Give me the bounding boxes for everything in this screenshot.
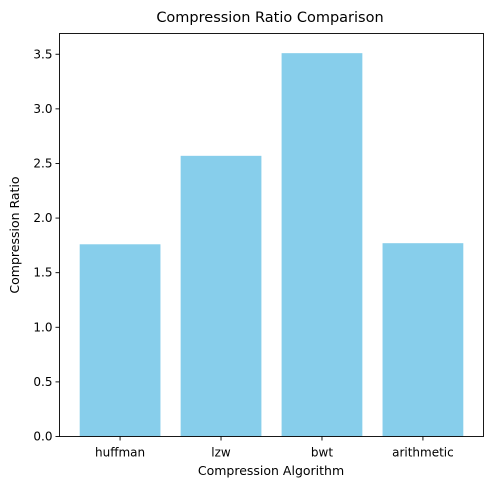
x-tick-label: bwt <box>311 446 333 460</box>
x-axis-label: Compression Algorithm <box>198 463 344 478</box>
plot-frame <box>59 33 484 437</box>
y-tick-label: 2.5 <box>33 156 52 170</box>
bar-bwt <box>281 53 363 437</box>
x-tick-label: huffman <box>95 446 145 460</box>
y-tick-label: 0.0 <box>33 430 52 444</box>
plot-area <box>79 53 464 437</box>
bar-arithmetic <box>382 243 464 437</box>
y-axis-ticks: 0.0 0.5 1.0 1.5 2.0 2.5 3.0 3.5 <box>33 47 60 444</box>
y-tick-label: 1.5 <box>33 266 52 280</box>
y-tick-label: 0.5 <box>33 375 52 389</box>
y-tick-label: 3.5 <box>33 47 52 61</box>
x-tick-label: arithmetic <box>392 446 454 460</box>
bar-lzw <box>180 155 262 437</box>
x-tick-label: lzw <box>211 446 231 460</box>
y-axis-label: Compression Ratio <box>7 176 22 293</box>
bar-huffman <box>79 244 161 437</box>
y-tick-label: 3.0 <box>33 102 52 116</box>
y-tick-label: 2.0 <box>33 211 52 225</box>
x-axis-ticks: huffman lzw bwt arithmetic <box>95 436 454 460</box>
chart-title: Compression Ratio Comparison <box>156 10 383 26</box>
y-tick-label: 1.0 <box>33 320 52 334</box>
